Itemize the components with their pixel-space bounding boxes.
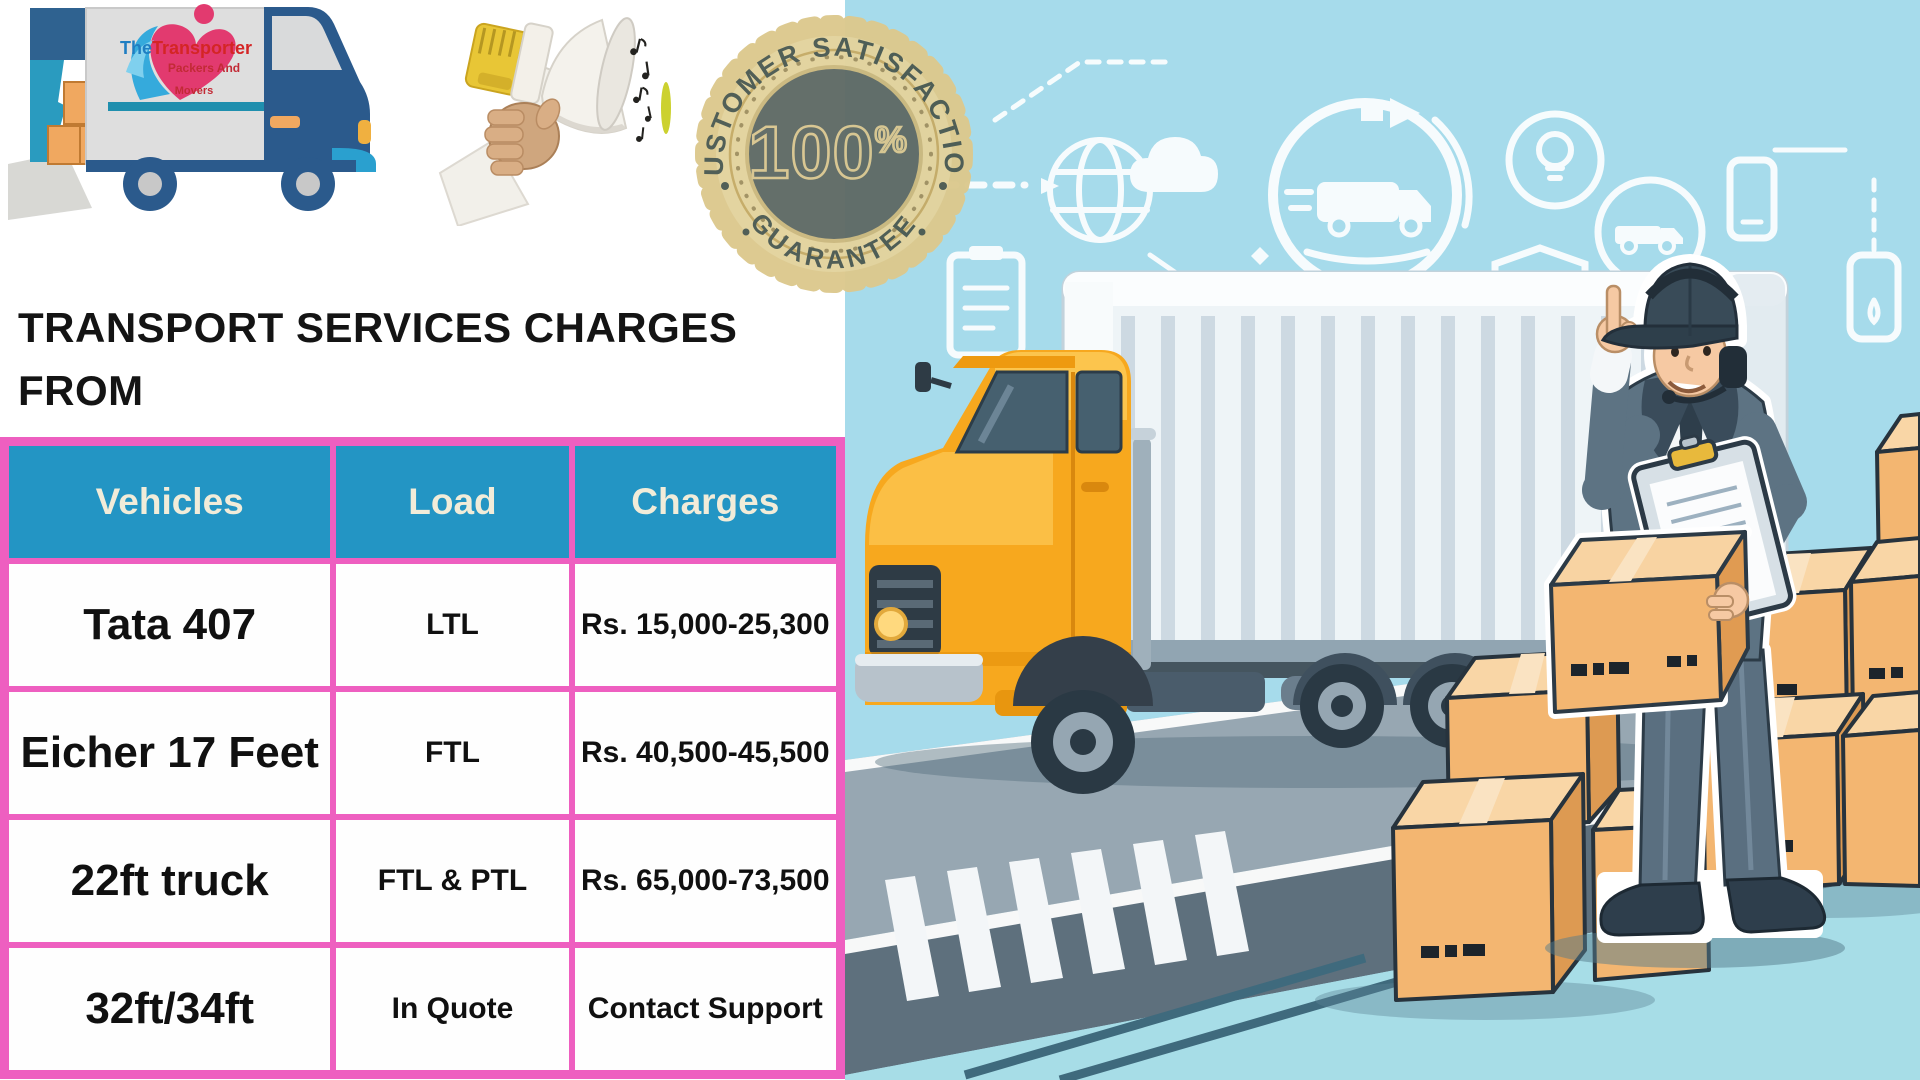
- sound-notes: [630, 38, 652, 142]
- charges-table: Vehicles Load Charges Tata 407 LTL Rs. 1…: [0, 437, 845, 1079]
- badge-center-disc: [745, 65, 923, 243]
- sleeve: [438, 139, 530, 226]
- headset: [1645, 268, 1747, 404]
- badge-scallop-edge: [695, 15, 973, 293]
- cardboard-box: [1849, 536, 1920, 720]
- vehicle-cell: 22ft truck: [6, 817, 334, 945]
- logo-ramp: [8, 152, 92, 220]
- header-cell-vehicles: Vehicles: [6, 443, 334, 561]
- crosswalk: [885, 831, 1249, 1001]
- holding-hand: [1706, 581, 1750, 621]
- delivery-agent: [1544, 254, 1845, 968]
- megaphone-collar: [510, 22, 554, 105]
- charger-icon: [1846, 251, 1902, 343]
- badge-value: 100%: [748, 111, 907, 194]
- box-stack-center: [1315, 648, 1735, 1020]
- logo-truck-illustration: TheTransporter Packers And Movers: [8, 4, 376, 220]
- page-title-line1: TRANSPORT SERVICES CHARGES FROM: [18, 304, 738, 414]
- vehicle-cell: 32ft/34ft: [6, 945, 334, 1073]
- headlight: [874, 607, 908, 641]
- megaphone-canvas: [438, 17, 671, 226]
- clipboard-icon: [946, 246, 1026, 359]
- load-cell: In Quote: [333, 945, 572, 1073]
- table-row: Eicher 17 Feet FTL Rs. 40,500-45,500: [6, 689, 839, 817]
- megaphone-back: [464, 22, 531, 96]
- boots: [1599, 876, 1827, 937]
- lane-line: [1058, 960, 1457, 1080]
- illustration-canvas: [845, 0, 1920, 1080]
- logo-line3: Movers: [175, 85, 214, 97]
- table-row: 22ft truck FTL & PTL Rs. 65,000-73,500: [6, 817, 839, 945]
- table-header-row: Vehicles Load Charges: [6, 443, 839, 561]
- logo-cab: [264, 7, 376, 172]
- cardboard-box: [1391, 772, 1587, 1002]
- dashed-line-icon: [992, 59, 1178, 123]
- table-row: Tata 407 LTL Rs. 15,000-25,300: [6, 561, 839, 689]
- delivery-tracking-icon: [1268, 98, 1473, 292]
- horn-shading: [544, 108, 626, 133]
- charges-cell: Contact Support: [571, 945, 839, 1073]
- megaphone-illustration: [430, 8, 690, 226]
- charges-cell: Rs. 40,500-45,500: [571, 689, 839, 817]
- vehicle-cell: Eicher 17 Feet: [6, 689, 334, 817]
- lightbulb-icon: [1505, 110, 1605, 210]
- truck-shadow: [875, 736, 1755, 788]
- cloud-icon: [1130, 137, 1218, 192]
- horn-bell: [596, 17, 636, 131]
- logistics-illustration: [845, 0, 1920, 1080]
- logo-brand-text: TheTransporter: [120, 38, 252, 58]
- logo-line2: Packers And: [168, 61, 240, 75]
- yellow-streak: [661, 82, 671, 134]
- charges-cell: Rs. 15,000-25,300: [571, 561, 839, 689]
- badge-canvas: CUSTOMER SATISFACTION GUARANTEE 100%: [688, 8, 973, 293]
- satisfaction-badge: CUSTOMER SATISFACTION GUARANTEE 100%: [688, 8, 980, 300]
- load-cell: FTL: [333, 689, 572, 817]
- lane-line: [963, 953, 1367, 1080]
- logo-door-top: [30, 8, 86, 60]
- table-row: 32ft/34ft In Quote Contact Support: [6, 945, 839, 1073]
- header-cell-charges: Charges: [571, 443, 839, 561]
- cardboard-box: [1841, 690, 1920, 888]
- company-logo: TheTransporter Packers And Movers: [8, 2, 388, 230]
- logo-stripe: [108, 102, 273, 111]
- door-window: [1075, 370, 1123, 454]
- logo-wheels: [123, 157, 335, 211]
- truck-cab: [855, 350, 1156, 794]
- phone-icon: [1726, 156, 1778, 242]
- fist: [484, 98, 561, 176]
- logo-emblem: [126, 4, 236, 100]
- charges-cell: Rs. 65,000-73,500: [571, 817, 839, 945]
- load-cell: LTL: [333, 561, 572, 689]
- held-box: [1544, 525, 1752, 719]
- vehicle-cell: Tata 407: [6, 561, 334, 689]
- load-cell: FTL & PTL: [333, 817, 572, 945]
- header-cell-load: Load: [333, 443, 572, 561]
